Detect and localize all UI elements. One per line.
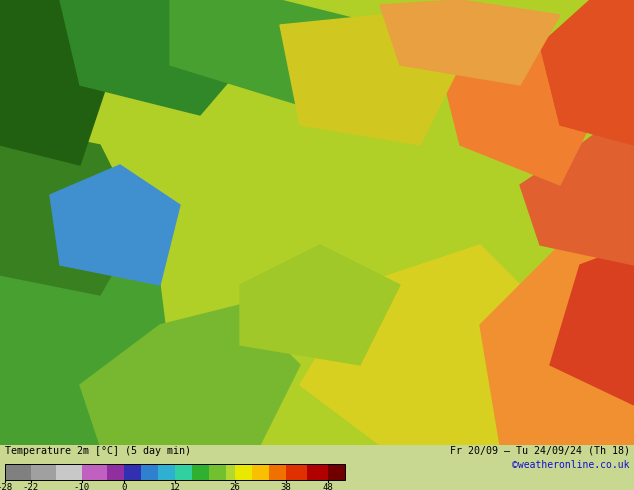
Bar	[124, 464, 141, 480]
Text: 0: 0	[121, 483, 127, 490]
Bar	[158, 464, 175, 480]
Text: -22: -22	[22, 483, 39, 490]
Bar	[107, 464, 124, 480]
Polygon shape	[550, 245, 634, 405]
Text: 48: 48	[323, 483, 333, 490]
Bar	[175, 464, 192, 480]
Polygon shape	[480, 245, 634, 445]
Text: Fr 20/09 – Tu 24/09/24 (Th 18): Fr 20/09 – Tu 24/09/24 (Th 18)	[450, 446, 630, 456]
Text: ©weatheronline.co.uk: ©weatheronline.co.uk	[512, 460, 630, 470]
Text: -28: -28	[0, 483, 13, 490]
Polygon shape	[280, 15, 460, 145]
Polygon shape	[440, 45, 600, 185]
Polygon shape	[60, 0, 260, 115]
Polygon shape	[80, 305, 300, 445]
Bar	[192, 464, 209, 480]
Bar	[285, 464, 307, 480]
Bar	[252, 464, 269, 480]
Polygon shape	[0, 0, 110, 165]
Bar	[209, 464, 226, 480]
Polygon shape	[300, 245, 560, 445]
Polygon shape	[170, 0, 380, 105]
Polygon shape	[0, 245, 180, 445]
Text: Temperature 2m [°C] (5 day min): Temperature 2m [°C] (5 day min)	[5, 446, 191, 456]
Bar	[5, 464, 345, 480]
Text: 26: 26	[229, 483, 240, 490]
Bar	[269, 464, 285, 480]
Bar	[328, 464, 345, 480]
Polygon shape	[520, 105, 634, 265]
Polygon shape	[540, 0, 634, 145]
Bar	[56, 464, 82, 480]
Bar	[235, 464, 252, 480]
Polygon shape	[380, 0, 560, 85]
Bar	[226, 464, 235, 480]
Bar	[141, 464, 158, 480]
Bar	[82, 464, 107, 480]
Polygon shape	[0, 125, 140, 295]
Text: 12: 12	[170, 483, 181, 490]
Polygon shape	[240, 245, 400, 365]
Polygon shape	[50, 165, 180, 285]
Bar	[307, 464, 328, 480]
Text: 38: 38	[280, 483, 291, 490]
Bar	[30, 464, 56, 480]
Text: -10: -10	[74, 483, 89, 490]
Bar	[5, 464, 30, 480]
